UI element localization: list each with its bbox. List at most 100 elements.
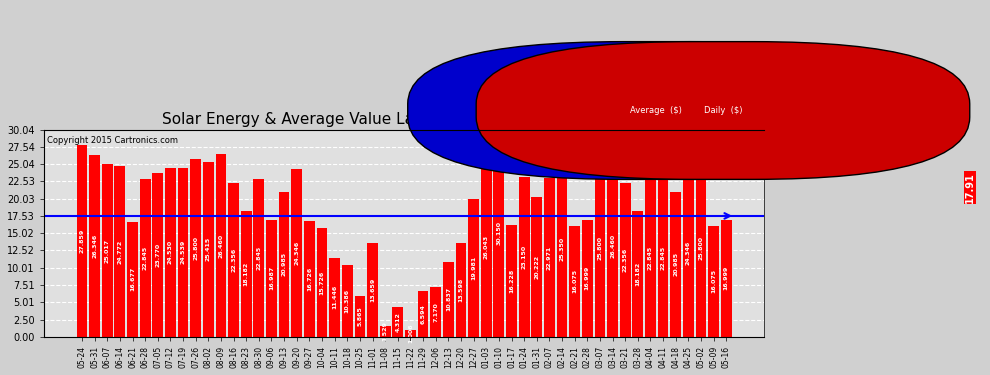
Bar (190, 159, 201, 337)
Bar (468, 199, 479, 337)
Bar (633, 211, 644, 337)
Text: 22.356: 22.356 (623, 248, 628, 272)
Bar (657, 179, 668, 337)
Text: 25.800: 25.800 (193, 236, 198, 260)
Text: 22.845: 22.845 (660, 246, 665, 270)
Bar (431, 287, 442, 337)
Text: Average  ($): Average ($) (631, 106, 682, 115)
Title: Solar Energy & Average Value Last 52 Weeks Sat May 23 20:09: Solar Energy & Average Value Last 52 Wee… (162, 112, 646, 127)
Bar (721, 220, 732, 337)
FancyBboxPatch shape (476, 42, 970, 179)
Bar (556, 162, 567, 337)
Text: 1.529: 1.529 (383, 322, 388, 342)
Text: Copyright 2015 Cartronics.com: Copyright 2015 Cartronics.com (48, 136, 178, 145)
Text: 16.075: 16.075 (572, 269, 577, 293)
Text: 24.530: 24.530 (168, 240, 173, 264)
Bar (696, 159, 707, 337)
Text: 25.350: 25.350 (559, 237, 564, 261)
Bar (253, 179, 264, 337)
Bar (177, 168, 188, 337)
Text: 22.356: 22.356 (231, 248, 236, 272)
Bar (455, 243, 466, 337)
Text: 26.460: 26.460 (610, 234, 615, 258)
Text: 10.386: 10.386 (345, 289, 349, 313)
Text: 26.460: 26.460 (219, 234, 224, 258)
Bar (89, 155, 100, 337)
Bar (532, 197, 543, 337)
Bar (481, 157, 492, 337)
Text: 22.845: 22.845 (256, 246, 261, 270)
Text: 6.594: 6.594 (421, 304, 426, 324)
Bar (203, 162, 214, 337)
Bar (266, 220, 277, 337)
Bar (645, 179, 655, 337)
Bar (392, 307, 403, 337)
Bar (127, 222, 138, 337)
Bar (595, 159, 605, 337)
Bar (683, 169, 694, 337)
Text: 10.837: 10.837 (446, 287, 450, 312)
Text: 18.182: 18.182 (636, 262, 641, 286)
Text: 22.971: 22.971 (546, 246, 551, 270)
Text: 24.346: 24.346 (686, 241, 691, 265)
Text: 27.859: 27.859 (79, 229, 84, 253)
Bar (165, 168, 176, 337)
Bar (152, 173, 163, 337)
Text: 5.865: 5.865 (357, 307, 362, 327)
Bar (291, 169, 302, 337)
Text: 25.415: 25.415 (206, 237, 211, 261)
Bar (443, 262, 453, 337)
Text: 25.017: 25.017 (105, 238, 110, 262)
Text: 23.770: 23.770 (155, 243, 160, 267)
Bar (76, 145, 87, 337)
Text: Daily  ($): Daily ($) (704, 106, 742, 115)
Bar (519, 177, 530, 337)
Text: 16.999: 16.999 (585, 266, 590, 290)
Bar (708, 226, 719, 337)
Text: 15.726: 15.726 (320, 270, 325, 295)
Text: 24.346: 24.346 (294, 241, 299, 265)
Text: 13.659: 13.659 (370, 278, 375, 302)
Text: 1.006: 1.006 (408, 324, 413, 343)
Bar (544, 178, 554, 337)
Bar (342, 265, 352, 337)
Bar (405, 330, 416, 337)
Text: 20.222: 20.222 (535, 255, 540, 279)
Text: 22.845: 22.845 (143, 246, 148, 270)
Bar (229, 183, 239, 337)
Bar (241, 211, 251, 337)
Bar (380, 326, 390, 337)
Text: 16.677: 16.677 (130, 267, 135, 291)
Text: 22.845: 22.845 (648, 246, 653, 270)
Text: 16.999: 16.999 (724, 266, 729, 290)
Text: 7.170: 7.170 (434, 302, 439, 322)
Bar (493, 129, 504, 337)
Text: 19.981: 19.981 (471, 256, 476, 280)
Bar (216, 154, 227, 337)
Bar (304, 222, 315, 337)
Text: 16.075: 16.075 (711, 269, 716, 293)
Bar (317, 228, 328, 337)
Text: 24.772: 24.772 (118, 239, 123, 264)
Text: 13.598: 13.598 (458, 278, 463, 302)
Bar (367, 243, 378, 337)
Text: 4.312: 4.312 (395, 312, 400, 332)
Bar (620, 183, 631, 337)
Text: 16.228: 16.228 (509, 269, 514, 293)
Text: 24.539: 24.539 (180, 240, 185, 264)
Bar (418, 291, 429, 337)
Bar (569, 226, 580, 337)
Text: 18.182: 18.182 (244, 262, 248, 286)
Text: 17.91: 17.91 (965, 172, 975, 203)
Text: 26.346: 26.346 (92, 234, 97, 258)
Text: 25.800: 25.800 (597, 236, 603, 260)
Bar (279, 192, 289, 337)
Bar (330, 258, 340, 337)
Bar (506, 225, 517, 337)
Bar (670, 192, 681, 337)
Text: 23.150: 23.150 (522, 245, 527, 269)
Bar (115, 166, 126, 337)
Bar (354, 296, 365, 337)
Text: 16.987: 16.987 (269, 266, 274, 290)
Bar (607, 154, 618, 337)
